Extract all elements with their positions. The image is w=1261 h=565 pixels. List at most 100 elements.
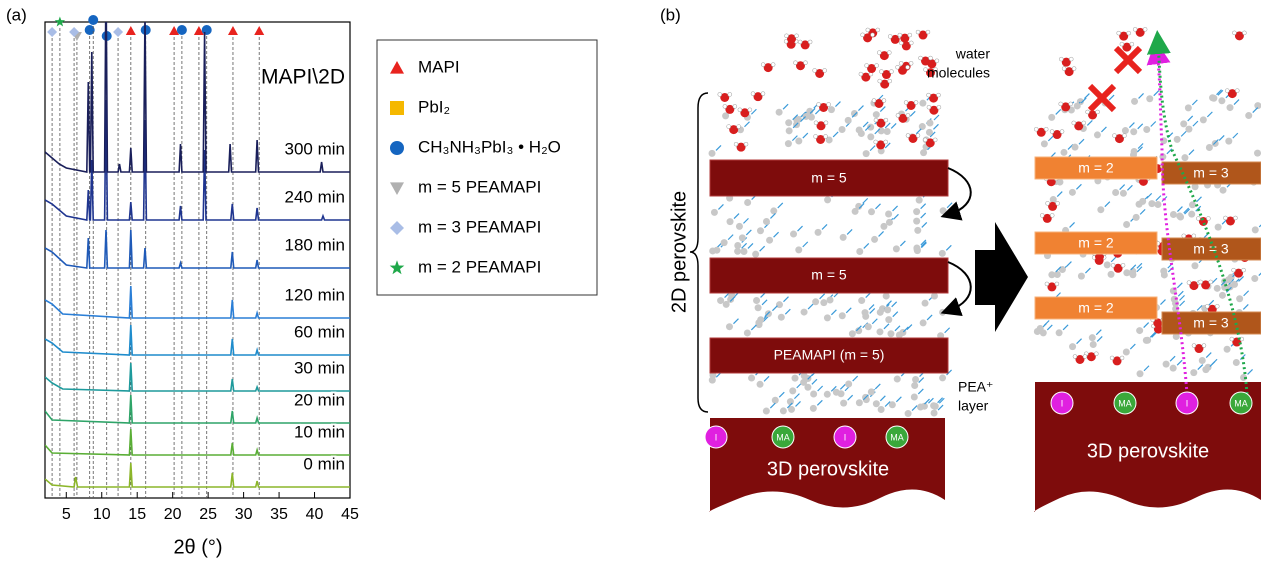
organic-atom [795,138,802,145]
water-h [1094,352,1098,356]
organic-atom [1174,136,1181,143]
organic-atom [1206,144,1213,151]
water-h [727,125,731,129]
layer-label: m = 2 [1078,160,1114,176]
organic-atom [1190,369,1197,376]
organic-atom [740,248,747,255]
water-h [1143,27,1147,31]
ion-label: MA [1118,398,1132,408]
water-h [898,33,902,37]
organic-atom [727,218,734,225]
organic-bond [1057,192,1062,197]
organic-bond [946,245,951,250]
organic-atom [744,329,751,336]
ion-label: I [715,432,718,442]
organic-bond [764,376,769,381]
organic-atom [726,323,733,330]
organic-bond [833,132,838,137]
organic-bond [1144,323,1149,328]
organic-bond [803,133,808,138]
organic-bond [893,312,898,317]
organic-atom [1120,190,1127,197]
water-h [1050,130,1054,134]
organic-atom [1245,112,1252,119]
organic-atom [1041,140,1048,147]
water-h [872,99,876,103]
organic-atom [1236,295,1243,302]
organic-atom [1218,97,1225,104]
organic-bond [1177,283,1182,288]
water-h [1072,67,1076,71]
organic-bond [1188,116,1193,121]
organic-atom [1112,189,1119,196]
organic-bond [808,304,813,309]
organic-atom [770,207,777,214]
organic-atom [1233,359,1240,366]
legend-symbol [390,221,404,235]
series-label: 60 min [294,322,345,341]
organic-bond [1178,291,1183,296]
water-h [795,34,799,38]
organic-atom [839,126,846,133]
brace [690,93,708,412]
layer-label: PEAMAPI (m = 5) [774,347,885,363]
layer-label: m = 5 [811,170,847,186]
organic-atom [723,301,730,308]
peak-marker [254,26,264,35]
organic-atom [1170,365,1177,372]
water-h [888,34,892,38]
organic-atom [940,207,947,214]
organic-atom [1089,334,1096,341]
organic-atom [757,381,764,388]
organic-bond [1048,136,1053,141]
organic-bond [716,145,721,150]
organic-atom [871,236,878,243]
organic-bond [1207,112,1212,117]
organic-atom [1143,126,1150,133]
x-tick-label: 40 [306,506,324,523]
organic-atom [1180,120,1187,127]
peak-marker [126,26,136,35]
water-h [785,34,789,38]
organic-atom [810,405,817,412]
organic-bond [1087,120,1092,125]
water-h [919,56,923,60]
legend-symbol [390,141,404,155]
organic-atom [763,408,770,415]
organic-bond [922,222,927,227]
water-h [937,105,941,109]
x-axis-title: 2θ (°) [173,536,222,558]
organic-bond [1140,209,1145,214]
organic-atom [867,133,874,140]
organic-atom [828,106,835,113]
organic-atom [930,402,937,409]
water-h [887,51,891,55]
organic-bond [1144,366,1149,371]
organic-atom [878,127,885,134]
water-h [1046,201,1050,205]
ion-label: I [844,432,847,442]
organic-atom [1252,226,1259,233]
organic-atom [1131,98,1138,105]
organic-bond [840,384,845,389]
water-h [1056,201,1060,205]
organic-bond [798,226,803,231]
organic-atom [833,389,840,396]
peak-marker [55,17,65,27]
water-h [874,118,878,122]
layer-label: m = 2 [1078,235,1114,251]
water-h [1044,127,1048,131]
organic-bond [1097,336,1102,341]
organic-atom [815,229,822,236]
organic-atom [865,323,872,330]
organic-atom [1037,325,1044,332]
organic-bond [751,325,756,330]
organic-atom [1123,221,1130,228]
organic-atom [887,330,894,337]
water-h [933,138,937,142]
water-h [1182,234,1186,238]
water-h [1230,337,1234,341]
water-h [1073,354,1077,358]
organic-atom [919,123,926,130]
organic-atom [1122,127,1129,134]
